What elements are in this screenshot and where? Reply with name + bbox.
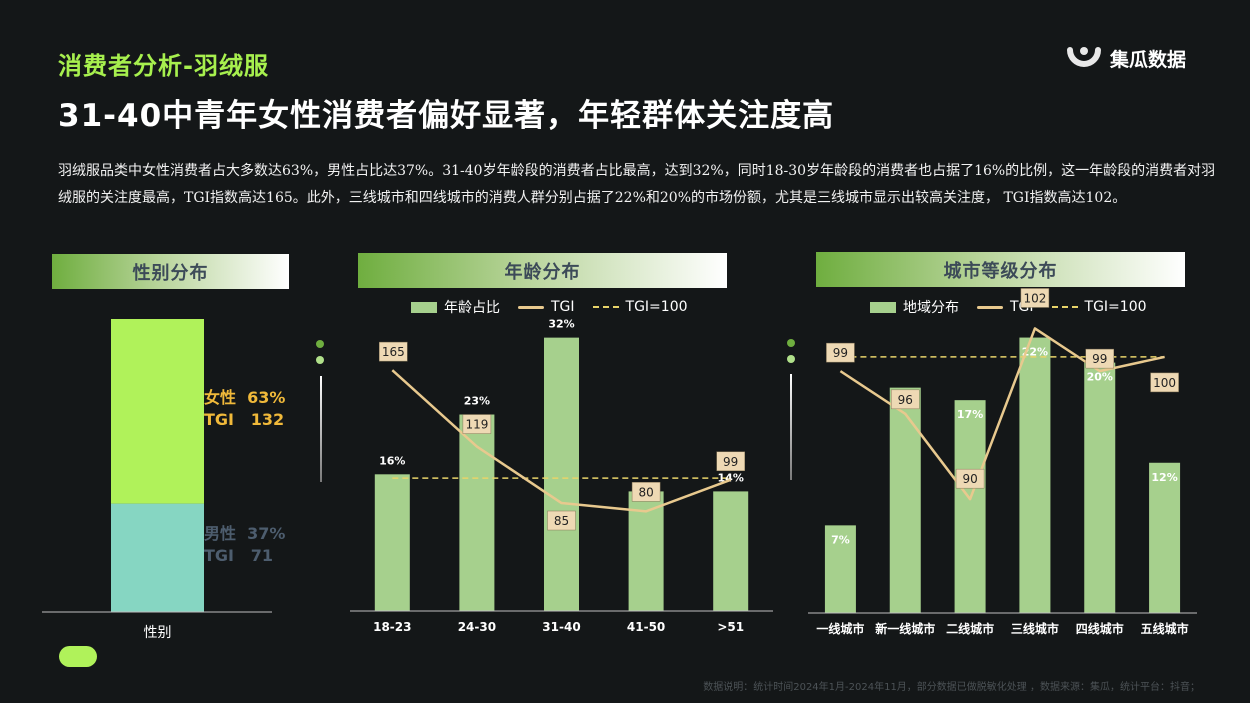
tgi-value-label: 119	[465, 418, 488, 432]
logo-icon	[1067, 47, 1101, 67]
footnote: 数据说明：统计时间2024年1月-2024年11月，部分数据已做脱敏化处理 ，数…	[703, 682, 1200, 693]
tgi-value-label: 90	[962, 472, 977, 486]
page-title: 31-40中青年女性消费者偏好显著，年轻群体关注度高	[58, 98, 835, 134]
tgi-value-label: 100	[1153, 376, 1176, 390]
bar-swatch	[870, 301, 896, 313]
city-panel-title: 城市等级分布	[816, 252, 1185, 287]
bar-value-label: 17%	[957, 408, 983, 421]
bar-value-label: 7%	[831, 533, 850, 546]
tgi-value-label: 99	[833, 346, 848, 360]
decor-dot	[316, 356, 324, 364]
logo-text: 集瓜数据	[1110, 48, 1187, 71]
city-legend-ref-label: TGI=100	[1084, 299, 1147, 315]
tgi-label-box	[547, 510, 576, 531]
bar-value-label: 32%	[548, 318, 574, 331]
decor-dot	[316, 340, 324, 348]
bar-swatch	[411, 301, 437, 313]
age-legend-bar-label: 年龄占比	[444, 300, 500, 316]
tgi-label-box	[891, 389, 920, 410]
section-subtitle: 消费者分析-羽绒服	[58, 52, 269, 80]
age-panel-title: 年龄分布	[358, 253, 727, 288]
x-tick-label: 一线城市	[816, 621, 864, 636]
tgi-value-label: 80	[638, 485, 653, 499]
tgi-value-label: 96	[898, 393, 913, 407]
decor-line	[790, 374, 792, 480]
x-tick-label: 31-40	[542, 620, 580, 634]
tgi-value-label: 165	[382, 345, 405, 359]
female-label: 女性 63% TGI 132	[204, 388, 286, 429]
brand-logo: 集瓜数据	[1066, 44, 1186, 72]
tgi-label-box	[1020, 288, 1050, 308]
bar	[954, 400, 986, 613]
dash-swatch	[1051, 306, 1078, 308]
bar-value-label: 20%	[1087, 371, 1113, 384]
tgi-value-label: 99	[1092, 352, 1107, 366]
x-tick-label: 性别	[144, 625, 172, 641]
city-legend-bar-label: 地域分布	[903, 300, 959, 316]
line-swatch	[977, 305, 1003, 309]
x-tick-label: 二线城市	[946, 621, 994, 636]
x-tick-label: 41-50	[627, 620, 665, 634]
city-legend-bar: 地域分布	[870, 297, 959, 317]
age-legend-bar: 年龄占比	[411, 297, 500, 317]
x-tick-label: 三线城市	[1011, 621, 1059, 636]
bar	[713, 491, 749, 611]
tgi-label-box	[1150, 372, 1179, 393]
description-paragraph: 羽绒服品类中女性消费者占大多数达63%，男性占比达37%。31-40岁年龄段的消…	[58, 163, 1216, 206]
tgi-label-box	[1085, 348, 1114, 369]
decor-dot	[787, 339, 795, 347]
male-bar-segment	[111, 503, 204, 612]
age-legend-ref-label: TGI=100	[625, 299, 688, 315]
line-swatch	[518, 305, 544, 309]
x-tick-label: >51	[717, 620, 744, 634]
bar-value-label: 16%	[379, 454, 405, 467]
x-tick-label: 24-30	[458, 620, 496, 634]
tgi-label-box	[379, 341, 408, 362]
age-legend-line-label: TGI	[551, 299, 575, 315]
decor-dot	[787, 355, 795, 363]
tgi-label-box	[716, 451, 745, 472]
age-legend-line: TGI	[518, 299, 575, 315]
male-label: 男性 37% TGI 71	[204, 524, 286, 565]
tgi-label-box	[955, 468, 985, 489]
tgi-label-box	[826, 342, 855, 363]
bar-value-label: 23%	[464, 395, 490, 408]
tgi-value-label: 99	[723, 455, 738, 469]
female-bar-segment	[111, 319, 204, 504]
tgi-label-box	[631, 482, 661, 502]
city-legend-ref: TGI=100	[1051, 299, 1147, 315]
tgi-value-label: 102	[1023, 291, 1046, 305]
bar	[1019, 337, 1051, 613]
decor-pill	[59, 646, 97, 667]
tgi-line	[839, 327, 1165, 501]
bar	[544, 337, 579, 611]
x-tick-label: 四线城市	[1076, 621, 1124, 636]
x-tick-label: 新一线城市	[875, 621, 935, 636]
bar	[1084, 362, 1116, 613]
tgi-value-label: 85	[554, 514, 569, 528]
tgi-label-box	[462, 414, 492, 434]
x-tick-label: 五线城市	[1141, 621, 1189, 636]
gender-panel-title: 性别分布	[52, 254, 289, 289]
x-tick-label: 18-23	[373, 620, 411, 634]
decor-line	[320, 376, 322, 482]
bar	[824, 525, 856, 613]
age-legend-ref: TGI=100	[592, 299, 688, 315]
city-legend: 地域分布 TGI TGI=100	[870, 297, 1147, 317]
bar	[889, 387, 921, 613]
age-legend: 年龄占比 TGI TGI=100	[411, 297, 688, 317]
bar-value-label: 12%	[1151, 471, 1177, 484]
dash-swatch	[592, 306, 619, 308]
bar	[1149, 462, 1181, 613]
tgi-line	[391, 369, 732, 513]
bar	[374, 474, 410, 611]
